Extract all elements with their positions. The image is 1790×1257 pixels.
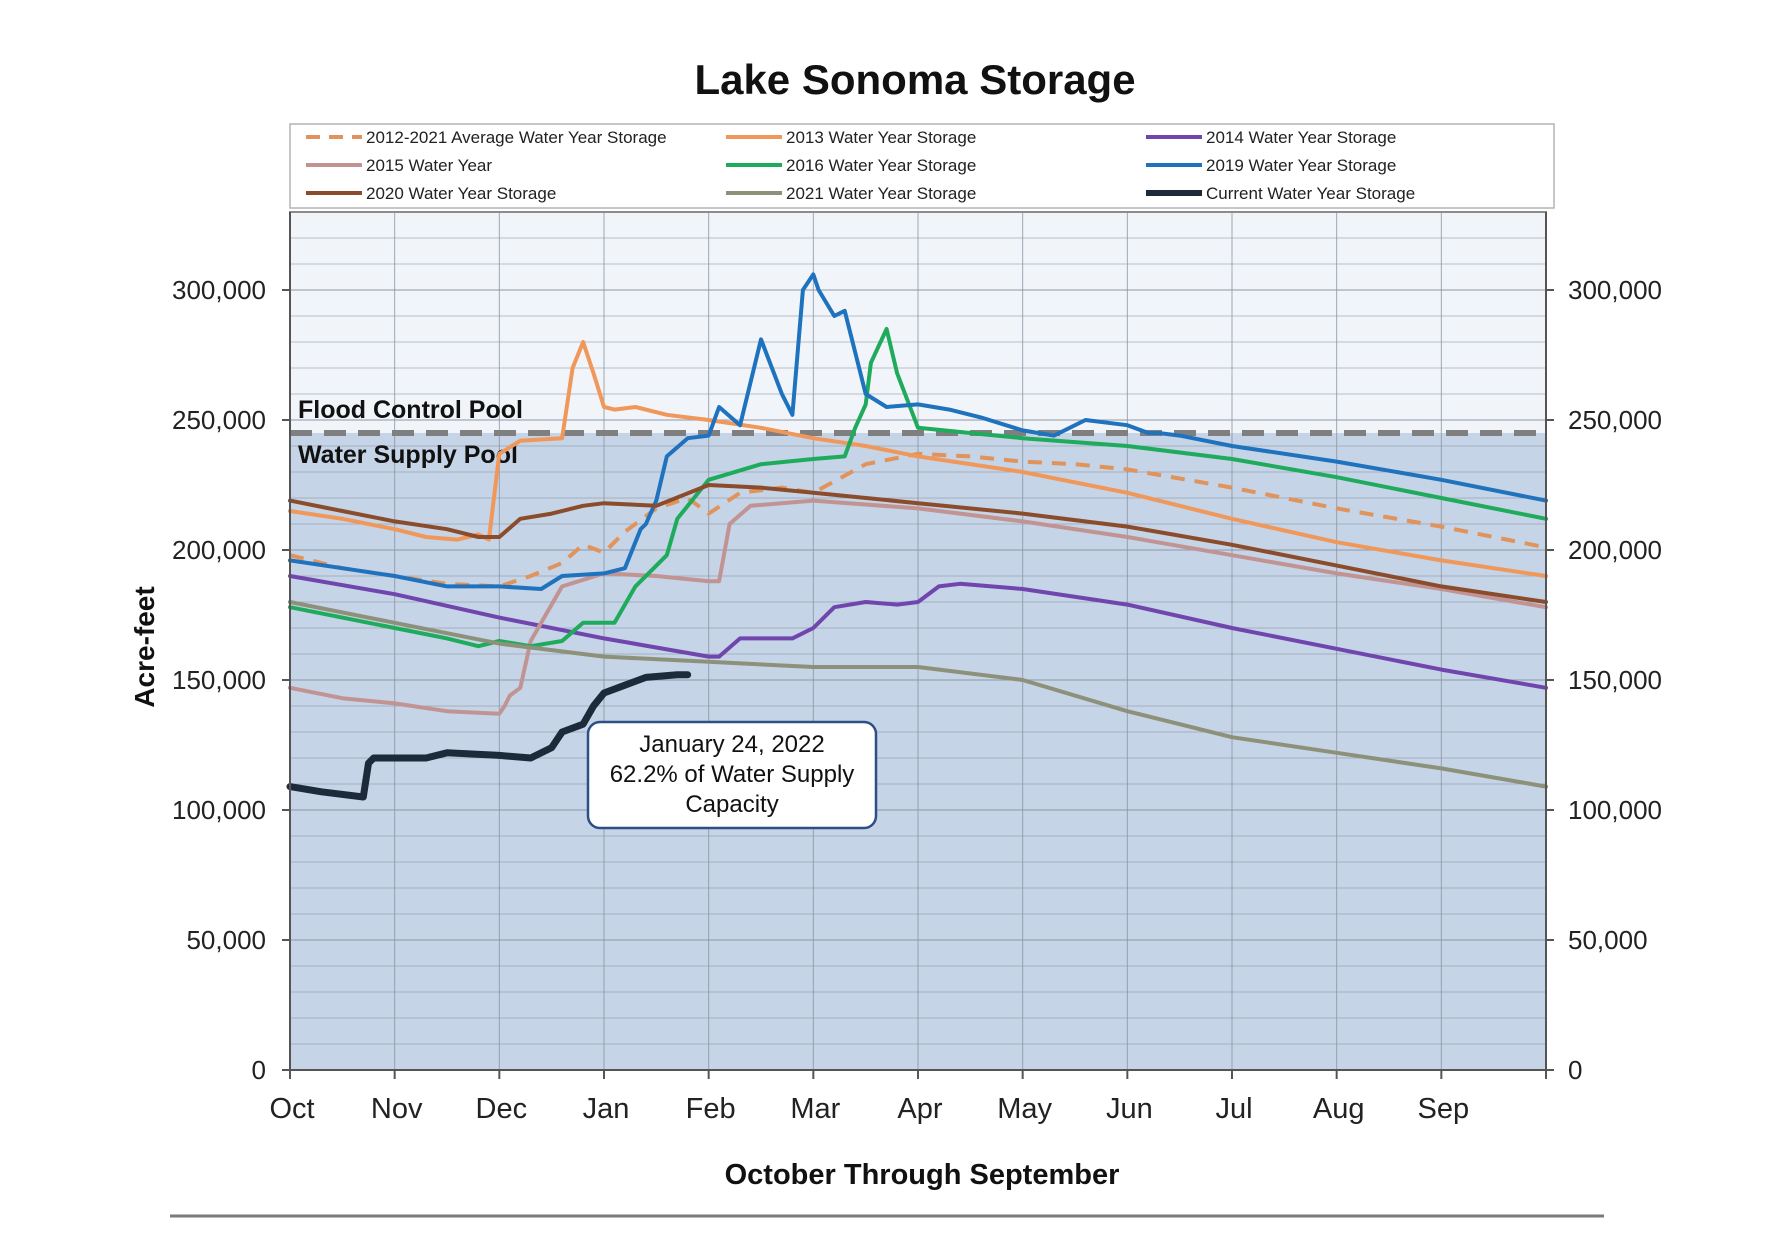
legend-label-8: Current Water Year Storage — [1206, 184, 1415, 203]
y-tick-label-right: 100,000 — [1568, 795, 1662, 825]
x-tick-label: May — [997, 1093, 1052, 1125]
series-line-1 — [288, 340, 1548, 578]
legend-label-4: 2016 Water Year Storage — [786, 156, 976, 175]
legend: 2012-2021 Average Water Year Storage 2013… — [289, 123, 1555, 209]
series-line-7 — [288, 600, 1548, 789]
legend-label-3: 2015 Water Year — [366, 156, 492, 175]
y-tick-label-left: 250,000 — [172, 405, 266, 435]
legend-label-0: 2012-2021 Average Water Year Storage — [366, 128, 667, 147]
legend-label-2: 2014 Water Year Storage — [1206, 128, 1396, 147]
water-pool-label: Water Supply Pool — [298, 441, 518, 469]
y-tick-label-right: 200,000 — [1568, 535, 1662, 565]
y-tick-label-right: 300,000 — [1568, 275, 1662, 305]
legend-label-7: 2021 Water Year Storage — [786, 184, 976, 203]
series-line-8 — [286, 671, 692, 801]
x-tick-label: Jan — [583, 1093, 630, 1125]
x-tick-label: Jun — [1106, 1093, 1153, 1125]
x-tick-label: Apr — [897, 1093, 942, 1125]
tick-labels: 0 0 50,000 50,000 100,000 100,000 150,000 150,0… — [172, 275, 1662, 1125]
legend-label-5: 2019 Water Year Storage — [1206, 156, 1396, 175]
gridlines — [290, 212, 1546, 1070]
x-tick-label: Nov — [371, 1093, 423, 1125]
y-tick-label-right: 150,000 — [1568, 665, 1662, 695]
x-tick-label: Dec — [476, 1093, 528, 1125]
y-tick-label-left: 0 — [252, 1055, 266, 1085]
y-tick-label-left: 100,000 — [172, 795, 266, 825]
x-tick-label: Jul — [1215, 1093, 1252, 1125]
series-line-6 — [288, 483, 1548, 604]
y-axis-label: Acre-feet — [129, 586, 160, 707]
legend-box — [289, 123, 1555, 209]
x-tick-label: Mar — [790, 1093, 840, 1125]
y-tick-label-left: 50,000 — [186, 925, 266, 955]
x-tick-label: Aug — [1313, 1093, 1365, 1125]
x-tick-label: Feb — [686, 1093, 736, 1125]
annotation-line-2: 62.2% of Water Supply — [610, 761, 855, 788]
y-tick-label-right: 50,000 — [1568, 925, 1648, 955]
y-tick-label-right: 250,000 — [1568, 405, 1662, 435]
series-line-3 — [288, 498, 1548, 716]
series-line-4 — [288, 327, 1548, 649]
x-tick-label: Oct — [269, 1093, 314, 1125]
y-tick-label-left: 200,000 — [172, 535, 266, 565]
y-tick-label-right: 0 — [1568, 1055, 1582, 1085]
annotation-line-1: January 24, 2022 — [639, 731, 824, 758]
legend-label-6: 2020 Water Year Storage — [366, 184, 556, 203]
legend-label-1: 2013 Water Year Storage — [786, 128, 976, 147]
pool-labels: Flood Control Pool Water Supply Pool — [298, 396, 523, 469]
series-line-0 — [289, 451, 1547, 589]
flood-pool-label: Flood Control Pool — [298, 396, 523, 424]
series-line-5 — [288, 272, 1548, 591]
y-tick-label-left: 300,000 — [172, 275, 266, 305]
annotation-callout: January 24, 2022 62.2% of Water Supply C… — [586, 720, 878, 830]
annotation-line-3: Capacity — [685, 791, 778, 818]
series-line-2 — [288, 574, 1548, 690]
chart-title: Lake Sonoma Storage — [694, 56, 1135, 103]
series-lines — [286, 272, 1548, 801]
annotation-box — [586, 720, 878, 830]
x-axis-label: October Through September — [725, 1159, 1120, 1191]
y-tick-label-left: 150,000 — [172, 665, 266, 695]
x-tick-label: Sep — [1418, 1093, 1470, 1125]
